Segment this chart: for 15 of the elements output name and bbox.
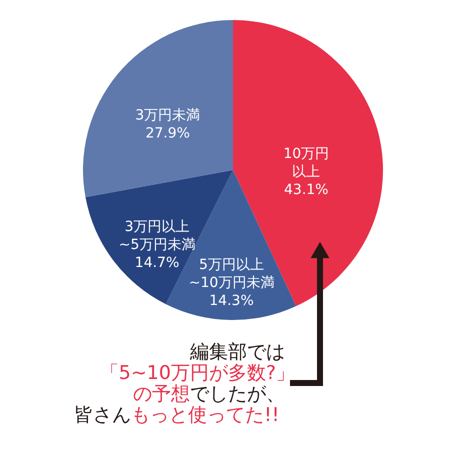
text: もっと使ってた!! [131,404,280,426]
slice-label: 3万円未満 [135,108,200,124]
text: 皆さん [74,404,132,426]
data-label: 14.3% [209,292,254,309]
text: でしたが、 [190,383,285,405]
data-label: 43.1% [284,182,328,198]
text: の予想 [133,383,190,405]
text: 編集部では [189,341,285,363]
data-label: 14.7% [134,255,180,272]
slice-label: 10万円以上 [283,146,330,180]
pie-slice [83,20,233,198]
text: 「5~10万円が多数?」 [100,362,296,384]
data-label: 27.9% [145,126,190,142]
slice-label: 5万円以上~10万円未満 [188,256,274,291]
slice-label: 3万円以上~5万円未満 [118,219,196,254]
